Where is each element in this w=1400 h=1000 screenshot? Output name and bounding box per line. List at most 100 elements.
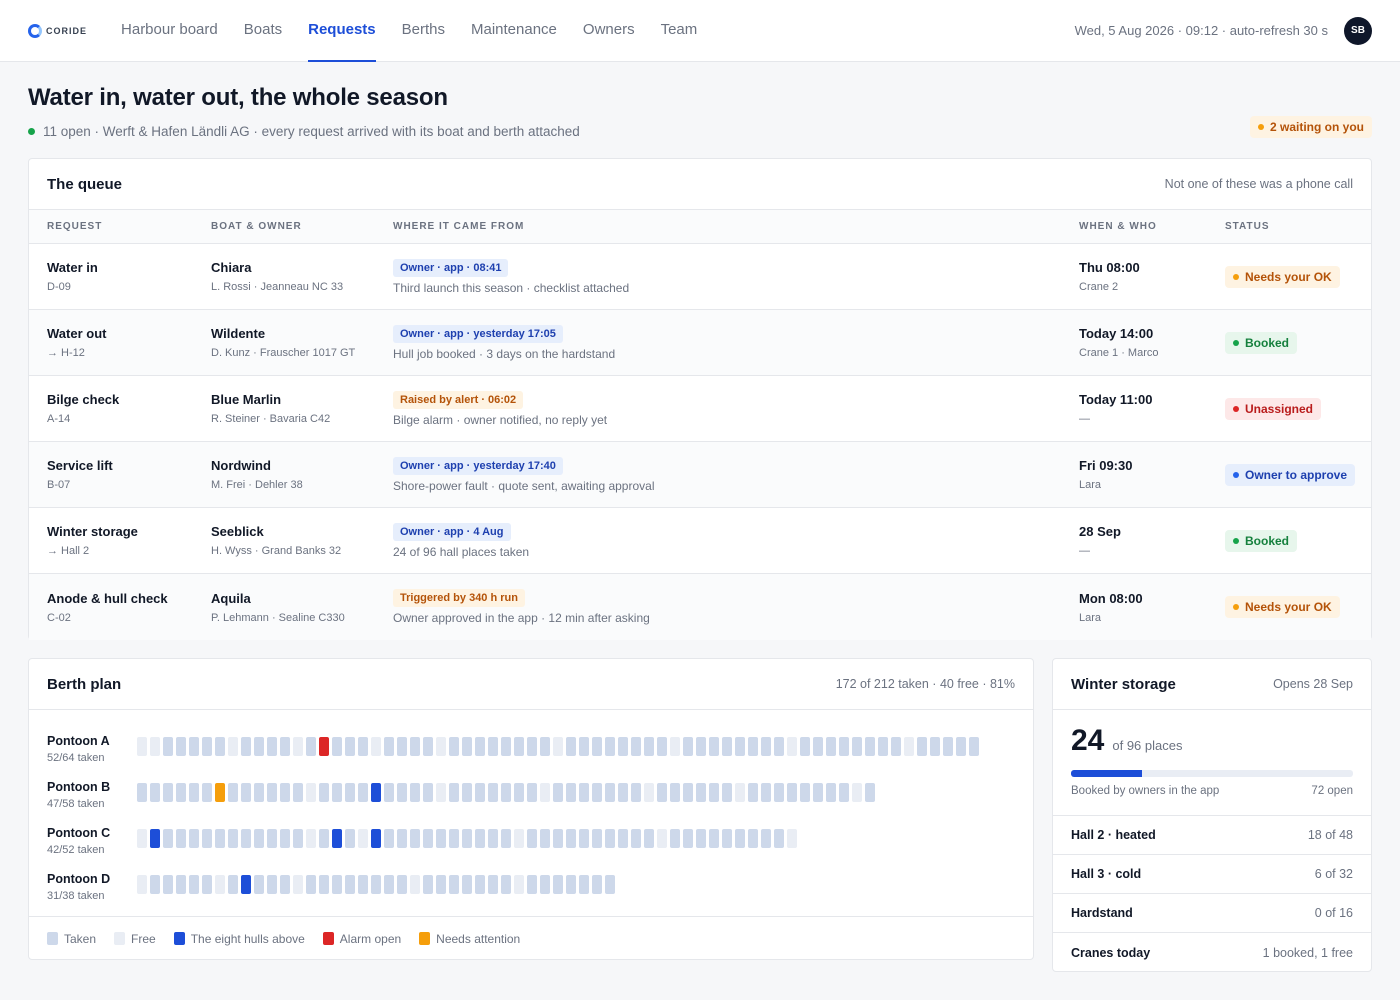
berth-slot-taken[interactable] [449, 736, 459, 756]
berth-slot-tracked-hull[interactable] [241, 874, 251, 894]
berth-slot-taken[interactable] [176, 736, 186, 756]
berth-slot-taken[interactable] [501, 828, 511, 848]
berth-slot-taken[interactable] [696, 782, 706, 802]
berth-slot-free[interactable] [852, 782, 862, 802]
berth-slot-taken[interactable] [345, 874, 355, 894]
status-badge[interactable]: Owner to approve [1225, 463, 1356, 486]
berth-slot-taken[interactable] [761, 782, 771, 802]
berth-slot-free[interactable] [137, 828, 147, 848]
berth-slot-taken[interactable] [878, 736, 888, 756]
berth-slot-taken[interactable] [696, 736, 706, 756]
berth-slot-taken[interactable] [293, 828, 303, 848]
berth-slot-taken[interactable] [423, 874, 433, 894]
berth-slot-taken[interactable] [709, 828, 719, 848]
berth-slot-taken[interactable] [293, 782, 303, 802]
berth-slot-free[interactable] [644, 782, 654, 802]
berth-slot-taken[interactable] [137, 782, 147, 802]
berth-slot-free[interactable] [371, 736, 381, 756]
berth-slot-tracked-hull[interactable] [332, 828, 342, 848]
status-badge[interactable]: Unassigned [1225, 397, 1322, 420]
berth-slot-taken[interactable] [254, 828, 264, 848]
berth-slot-taken[interactable] [696, 828, 706, 848]
berth-slot-taken[interactable] [657, 736, 667, 756]
nav-harbour-board[interactable]: Harbour board [121, 21, 218, 38]
berth-slot-taken[interactable] [267, 736, 277, 756]
berth-slot-taken[interactable] [345, 828, 355, 848]
berth-slot-taken[interactable] [618, 828, 628, 848]
berth-slot-taken[interactable] [397, 782, 407, 802]
berth-slot-taken[interactable] [683, 736, 693, 756]
berth-slot-taken[interactable] [228, 874, 238, 894]
berth-slot-taken[interactable] [566, 782, 576, 802]
berth-slot-taken[interactable] [254, 782, 264, 802]
berth-slot-taken[interactable] [527, 736, 537, 756]
berth-slot-taken[interactable] [280, 828, 290, 848]
berth-slot-free[interactable] [553, 736, 563, 756]
berth-slot-free[interactable] [514, 874, 524, 894]
berth-slot-free[interactable] [670, 736, 680, 756]
berth-slot-tracked-hull[interactable] [371, 828, 381, 848]
berth-slot-taken[interactable] [267, 874, 277, 894]
nav-owners[interactable]: Owners [582, 21, 635, 38]
berth-slot-attention[interactable] [215, 782, 225, 802]
berth-slot-free[interactable] [436, 782, 446, 802]
berth-slot-free[interactable] [137, 736, 147, 756]
berth-slot-taken[interactable] [540, 874, 550, 894]
berth-slot-taken[interactable] [761, 736, 771, 756]
berth-slot-taken[interactable] [787, 782, 797, 802]
berth-slot-taken[interactable] [488, 874, 498, 894]
berth-slot-taken[interactable] [488, 828, 498, 848]
queue-row[interactable]: Winter storage → Hall 2 Seeblick H. Wyss · … [29, 508, 1371, 574]
berth-slot-taken[interactable] [371, 874, 381, 894]
berth-slot-tracked-hull[interactable] [371, 782, 381, 802]
berth-slot-taken[interactable] [748, 736, 758, 756]
status-badge[interactable]: Booked [1225, 529, 1298, 552]
berth-slot-taken[interactable] [527, 874, 537, 894]
berth-slot-free[interactable] [150, 736, 160, 756]
berth-slot-taken[interactable] [800, 736, 810, 756]
berth-slot-taken[interactable] [228, 782, 238, 802]
berth-slot-taken[interactable] [410, 782, 420, 802]
berth-slot-taken[interactable] [410, 736, 420, 756]
berth-slot-taken[interactable] [501, 782, 511, 802]
berth-slot-taken[interactable] [267, 828, 277, 848]
berth-slot-free[interactable] [735, 782, 745, 802]
berth-slot-taken[interactable] [475, 782, 485, 802]
berth-slot-taken[interactable] [683, 782, 693, 802]
berth-slot-taken[interactable] [319, 874, 329, 894]
berth-slot-taken[interactable] [839, 736, 849, 756]
berth-slot-taken[interactable] [176, 828, 186, 848]
berth-slot-taken[interactable] [553, 782, 563, 802]
berth-slot-taken[interactable] [332, 874, 342, 894]
berth-slot-taken[interactable] [644, 828, 654, 848]
berth-slot-taken[interactable] [683, 828, 693, 848]
berth-slot-taken[interactable] [592, 782, 602, 802]
berth-slot-taken[interactable] [267, 782, 277, 802]
berth-slot-taken[interactable] [748, 828, 758, 848]
berth-slot-taken[interactable] [241, 782, 251, 802]
berth-slot-taken[interactable] [839, 782, 849, 802]
berth-slot-taken[interactable] [215, 828, 225, 848]
berth-slot-taken[interactable] [202, 828, 212, 848]
berth-slot-taken[interactable] [605, 828, 615, 848]
berth-slot-taken[interactable] [956, 736, 966, 756]
berth-slot-taken[interactable] [384, 782, 394, 802]
berth-slot-taken[interactable] [423, 828, 433, 848]
berth-slot-taken[interactable] [397, 828, 407, 848]
berth-slot-taken[interactable] [826, 736, 836, 756]
berth-slot-taken[interactable] [202, 874, 212, 894]
berth-slot-taken[interactable] [605, 874, 615, 894]
status-badge[interactable]: Booked [1225, 331, 1298, 354]
berth-slot-taken[interactable] [358, 874, 368, 894]
boat-name[interactable]: Blue Marlin [211, 392, 282, 407]
berth-slot-taken[interactable] [319, 828, 329, 848]
berth-slot-taken[interactable] [319, 782, 329, 802]
berth-slot-taken[interactable] [397, 874, 407, 894]
berth-slot-tracked-hull[interactable] [150, 828, 160, 848]
boat-name[interactable]: Nordwind [211, 458, 271, 473]
berth-slot-free[interactable] [514, 828, 524, 848]
queue-row[interactable]: Service lift B-07 Nordwind M. Frei · Dehler… [29, 442, 1371, 508]
berth-slot-taken[interactable] [150, 874, 160, 894]
berth-slot-taken[interactable] [280, 782, 290, 802]
berth-slot-taken[interactable] [722, 736, 732, 756]
